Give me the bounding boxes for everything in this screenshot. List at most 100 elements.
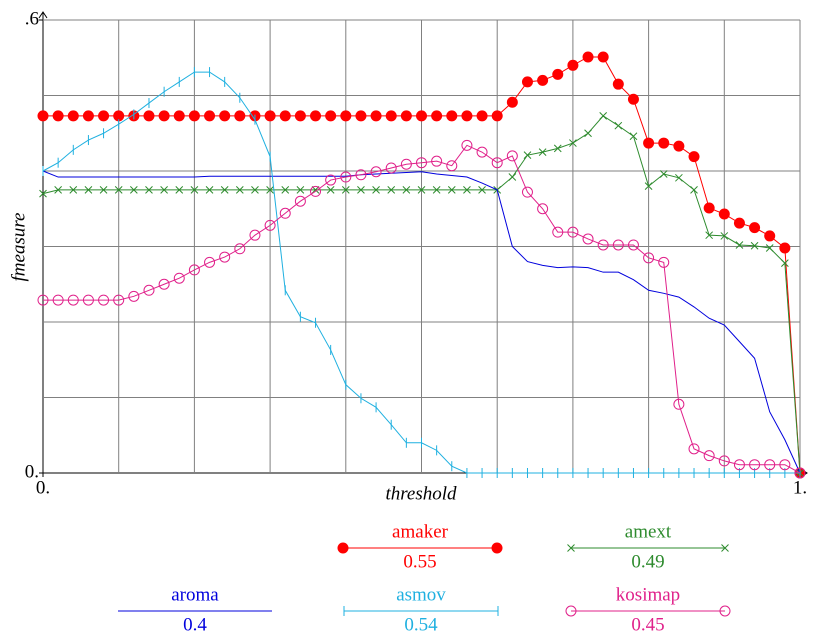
data-point bbox=[129, 186, 138, 194]
data-point bbox=[675, 173, 683, 182]
data-point bbox=[461, 139, 473, 151]
data-point bbox=[385, 162, 397, 174]
data-point bbox=[98, 110, 110, 122]
data-point bbox=[432, 186, 441, 194]
data-point bbox=[67, 110, 79, 122]
data-point bbox=[720, 232, 729, 240]
data-point bbox=[188, 264, 200, 276]
data-point bbox=[643, 252, 655, 264]
data-point bbox=[612, 239, 624, 251]
legend-marker bbox=[721, 544, 729, 552]
data-point bbox=[143, 284, 155, 296]
data-point bbox=[82, 110, 94, 122]
y-axis-label: fmeasure bbox=[8, 213, 29, 282]
data-point bbox=[84, 186, 93, 194]
data-point bbox=[311, 186, 320, 194]
data-point bbox=[310, 185, 322, 197]
data-point bbox=[506, 96, 518, 108]
data-point bbox=[98, 294, 110, 306]
legend-marker bbox=[491, 542, 503, 554]
data-point bbox=[447, 186, 456, 194]
data-point bbox=[145, 186, 153, 194]
legend-label: aroma bbox=[171, 584, 219, 605]
data-point bbox=[249, 229, 261, 241]
data-point bbox=[355, 169, 367, 181]
data-point bbox=[158, 278, 170, 290]
data-point bbox=[705, 231, 714, 240]
data-point bbox=[569, 139, 577, 147]
data-point bbox=[658, 256, 670, 268]
data-point bbox=[416, 157, 427, 169]
data-point bbox=[143, 110, 155, 122]
data-point bbox=[357, 186, 365, 194]
data-point bbox=[599, 112, 608, 120]
data-point bbox=[281, 186, 290, 194]
data-point bbox=[658, 137, 670, 149]
data-point bbox=[688, 151, 700, 163]
data-point bbox=[296, 186, 305, 194]
data-point bbox=[402, 186, 411, 194]
legend-score: 0.45 bbox=[631, 614, 664, 635]
data-point bbox=[387, 186, 396, 194]
data-point bbox=[341, 186, 350, 194]
data-point bbox=[764, 230, 776, 242]
data-point bbox=[400, 110, 412, 122]
legend-score: 0.49 bbox=[631, 551, 664, 572]
data-point bbox=[431, 110, 443, 122]
data-point bbox=[491, 157, 503, 169]
data-point bbox=[173, 272, 185, 284]
data-point bbox=[764, 459, 776, 471]
x-axis-label: threshold bbox=[385, 483, 457, 504]
data-point bbox=[128, 290, 140, 302]
data-point bbox=[99, 186, 108, 194]
legend-score: 0.54 bbox=[404, 614, 438, 635]
data-point bbox=[537, 203, 549, 215]
data-point bbox=[251, 186, 259, 194]
y-axis-arrow bbox=[38, 11, 48, 19]
legend-marker bbox=[565, 605, 577, 617]
data-point bbox=[627, 93, 639, 105]
data-point bbox=[340, 110, 352, 122]
y-tick-label: .6 bbox=[25, 8, 39, 29]
data-point bbox=[190, 186, 199, 194]
data-point bbox=[673, 140, 685, 152]
data-point bbox=[266, 186, 274, 194]
data-point bbox=[279, 110, 291, 122]
legend-label: amaker bbox=[392, 521, 449, 542]
data-point bbox=[718, 208, 730, 220]
data-point bbox=[446, 110, 458, 122]
legend-score: 0.4 bbox=[183, 614, 207, 635]
data-point bbox=[370, 110, 382, 122]
data-point bbox=[220, 186, 229, 194]
data-point bbox=[234, 243, 246, 255]
data-point bbox=[718, 455, 730, 467]
data-point bbox=[537, 74, 549, 86]
data-point bbox=[417, 186, 426, 194]
data-point bbox=[779, 459, 791, 471]
data-point bbox=[597, 51, 609, 63]
data-point bbox=[688, 443, 700, 455]
x-tick-label: 0. bbox=[36, 477, 50, 498]
data-point bbox=[69, 186, 78, 194]
data-point bbox=[370, 166, 382, 178]
data-point bbox=[325, 174, 337, 186]
data-point bbox=[735, 241, 744, 249]
data-point bbox=[279, 207, 291, 219]
data-point bbox=[340, 171, 352, 183]
data-point bbox=[431, 155, 443, 167]
legend-marker bbox=[567, 544, 575, 552]
data-point bbox=[690, 186, 698, 194]
data-point bbox=[372, 186, 380, 194]
data-point bbox=[325, 110, 337, 122]
data-point bbox=[749, 459, 761, 471]
data-point bbox=[264, 219, 276, 231]
data-point bbox=[476, 110, 488, 122]
data-point bbox=[750, 241, 759, 250]
data-point bbox=[205, 186, 214, 194]
data-point bbox=[614, 121, 623, 130]
data-point bbox=[779, 242, 791, 254]
data-point bbox=[264, 110, 276, 122]
data-point bbox=[234, 110, 246, 122]
data-point bbox=[188, 110, 200, 122]
data-point bbox=[37, 294, 49, 306]
